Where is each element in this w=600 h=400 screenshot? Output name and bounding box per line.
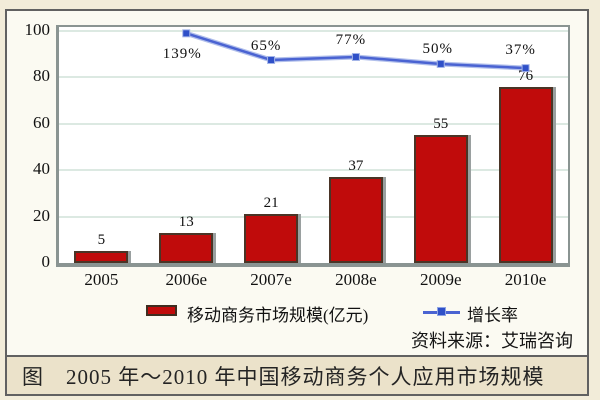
bar-value-label: 13 — [178, 213, 194, 230]
x-tick-label: 2007e — [250, 270, 292, 289]
x-tick-label: 2005 — [84, 270, 119, 289]
x-tick-label: 2006e — [165, 270, 208, 289]
x-tick-label: 2010e — [504, 270, 547, 289]
y-tick-label: 20 — [33, 205, 50, 225]
caption-bar: 图 2005 年～2010 年中国移动商务个人应用市场规模 — [7, 355, 587, 394]
gridline — [59, 30, 568, 32]
plot-area: 5 13 21 37 55 76 139% 65% 77% 50% 37% — [56, 25, 570, 267]
bar — [498, 86, 553, 263]
bar — [328, 177, 383, 263]
legend-bar-swatch — [146, 305, 177, 316]
caption-text: 图 2005 年～2010 年中国移动商务个人应用市场规模 — [22, 364, 545, 389]
bar — [159, 232, 214, 263]
legend-line-marker-icon — [437, 307, 446, 316]
x-tick-label: 2009e — [419, 270, 462, 289]
source-note: 资料来源：艾瑞咨询 — [411, 331, 573, 351]
bar-value-label: 37 — [348, 158, 364, 175]
y-tick-label: 40 — [33, 159, 50, 179]
line-marker-icon — [436, 59, 445, 68]
bar — [413, 135, 468, 263]
rate-label: 77% — [335, 31, 367, 48]
gridline — [59, 169, 568, 172]
line-marker-icon — [182, 29, 191, 38]
gridline — [59, 122, 568, 125]
y-tick-label: 60 — [33, 112, 50, 132]
bar-value-label: 5 — [97, 232, 106, 249]
legend-line-label: 增长率 — [467, 306, 518, 325]
growth-rate-line — [182, 29, 530, 73]
bar-value-label: 21 — [263, 195, 279, 212]
bar-value-label: 55 — [433, 116, 449, 133]
line-marker-icon — [267, 56, 276, 64]
y-tick-label: 80 — [33, 66, 50, 86]
x-tick-label: 2008e — [335, 270, 377, 289]
y-tick-label: 100 — [24, 20, 51, 39]
rate-label: 37% — [505, 42, 536, 59]
gridline — [59, 76, 568, 79]
rate-label: 65% — [250, 38, 282, 54]
legend-bar-label: 移动商务市场规模(亿元) — [187, 306, 369, 325]
bar — [244, 214, 299, 263]
gridline — [59, 215, 568, 218]
rate-label: 139% — [162, 46, 202, 63]
bar — [74, 251, 129, 263]
plot-inner: 5 13 21 37 55 76 139% 65% 77% 50% 37% — [59, 27, 568, 263]
line-marker-icon — [521, 64, 530, 73]
y-tick-label: 0 — [41, 252, 51, 271]
line-marker-icon — [351, 52, 360, 61]
rate-label: 50% — [422, 40, 453, 57]
